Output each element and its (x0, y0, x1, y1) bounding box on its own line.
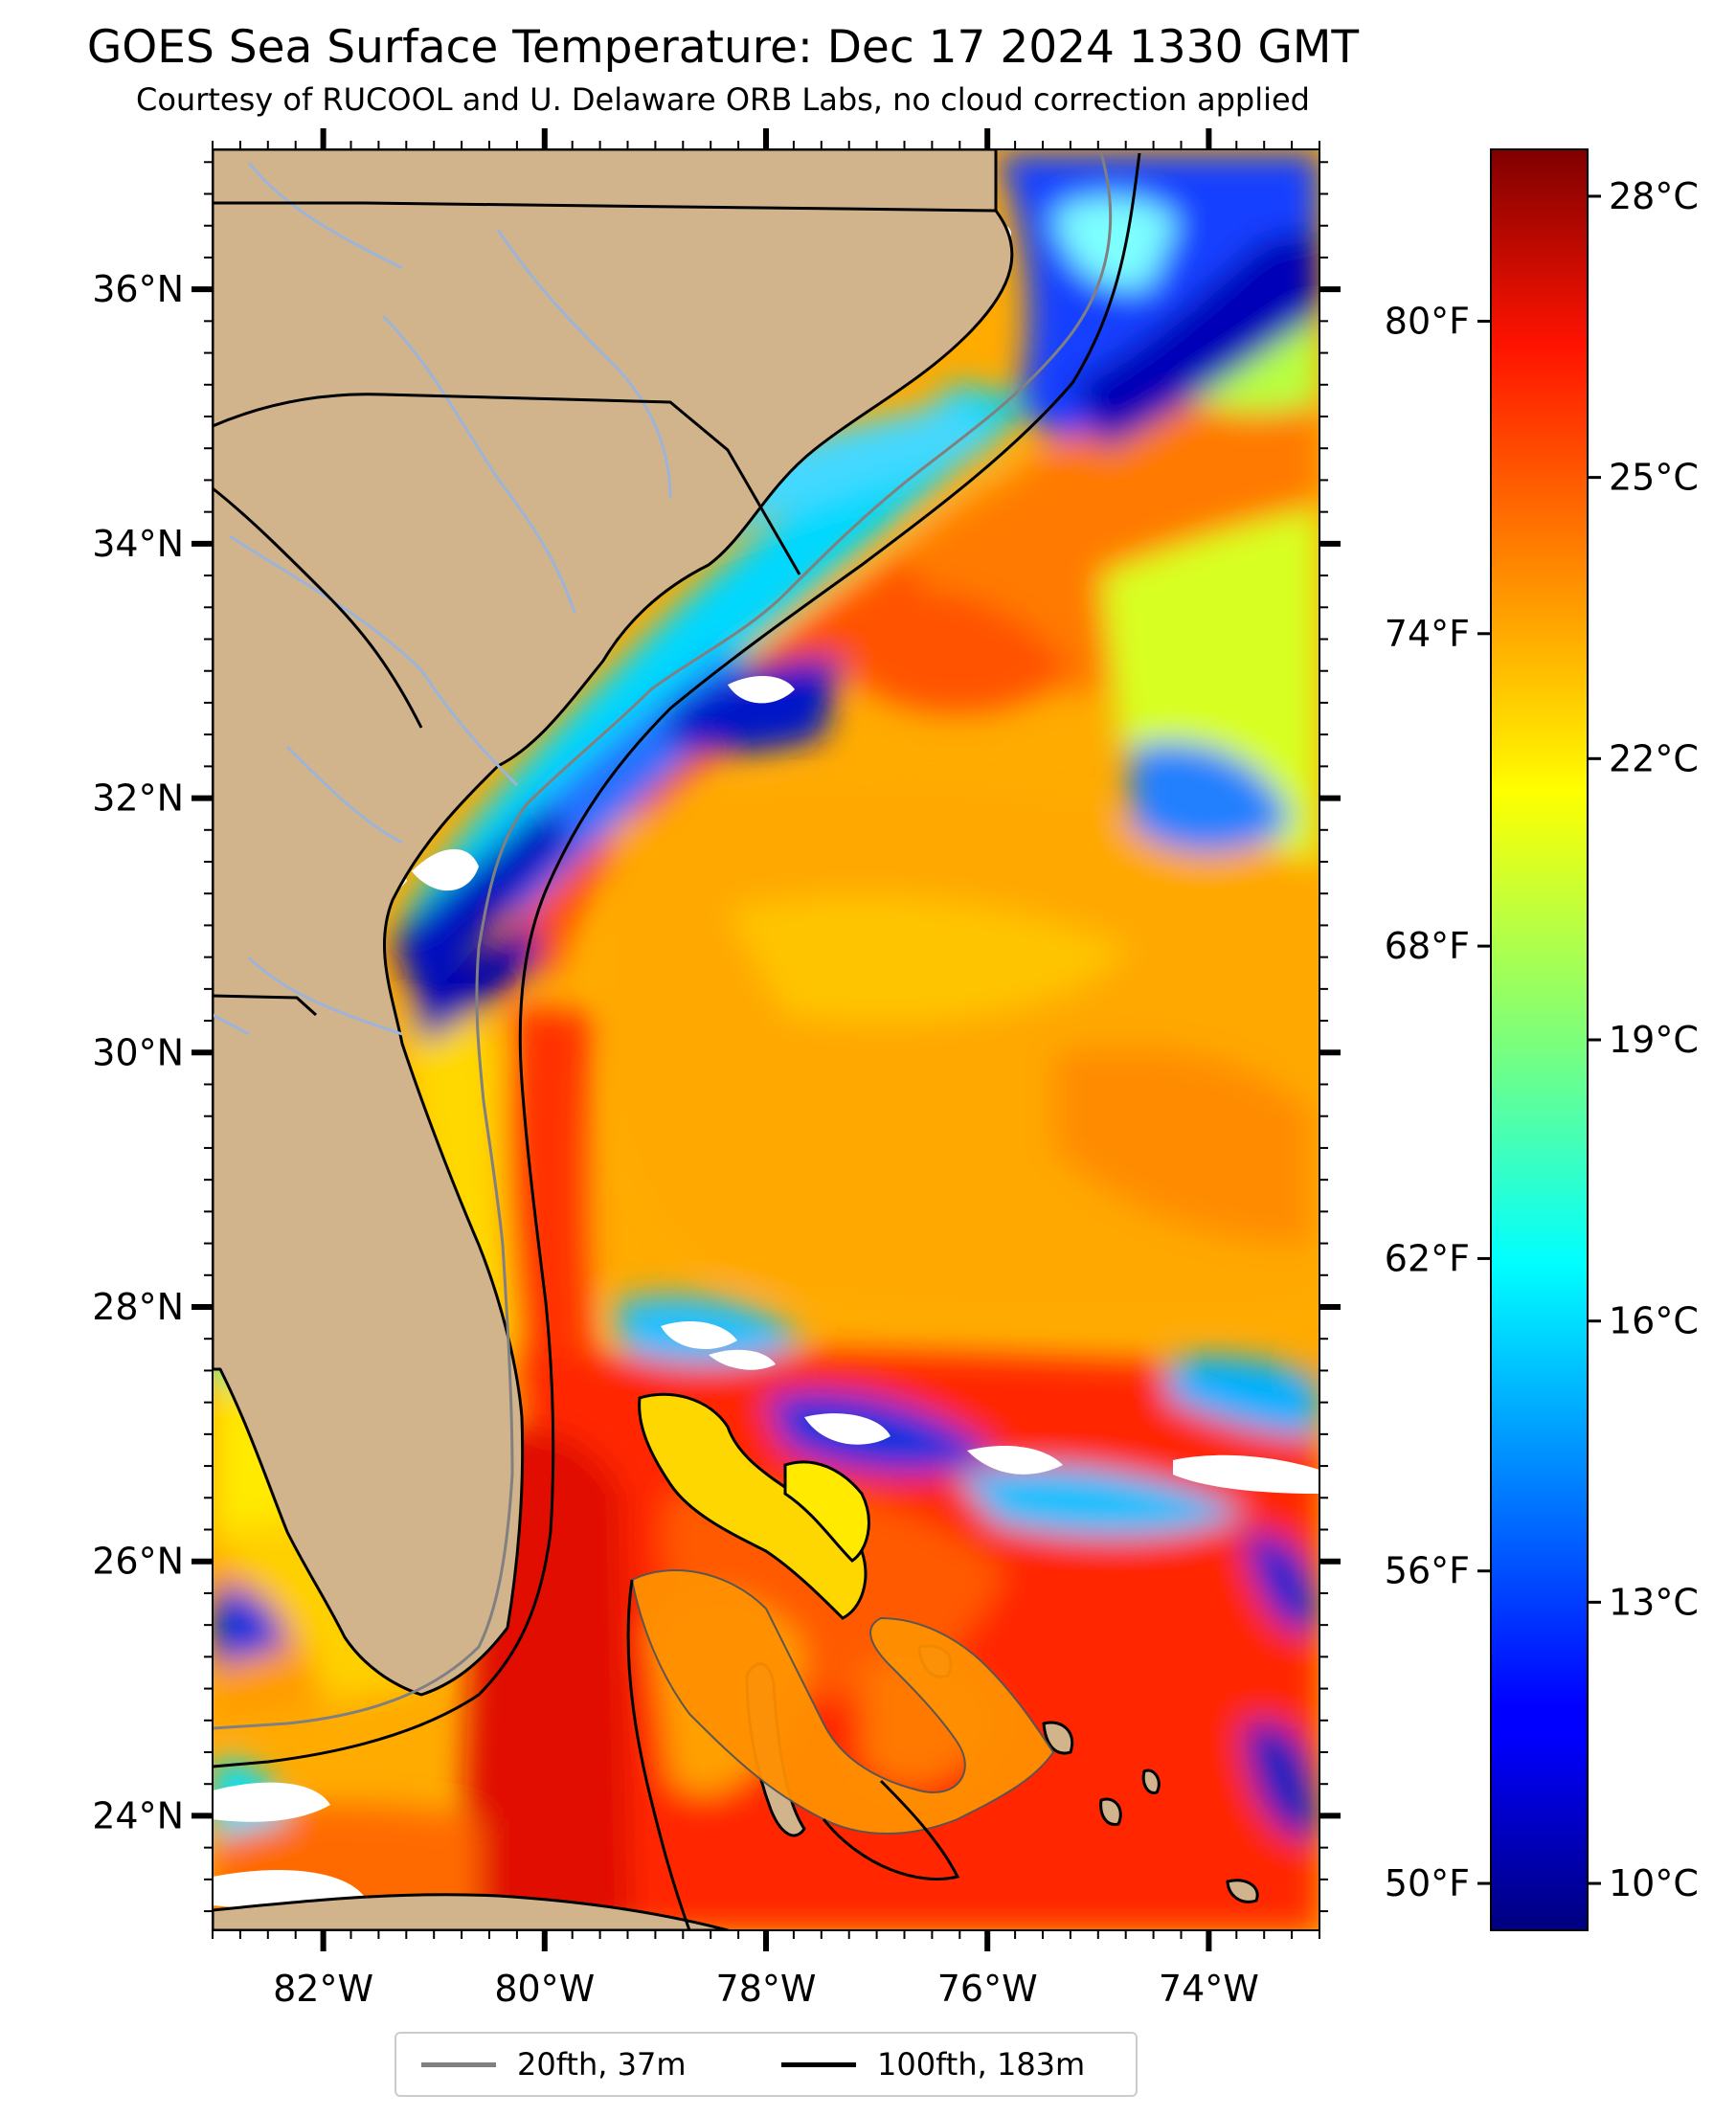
lon-tick-label: 74°W (1159, 1968, 1259, 2010)
lat-axis-right (1319, 161, 1341, 1913)
colorbar-fahrenheit-label: 50°F (1385, 1862, 1470, 1904)
colorbar-celsius-label: 22°C (1609, 737, 1699, 779)
legend-swatch-20fth (421, 2061, 496, 2067)
colorbar-celsius-label: 19°C (1609, 1019, 1699, 1061)
colorbar-celsius-axis: 28°C 25°C 22°C 19°C 16°C 13°C 10°C (1588, 175, 1699, 1904)
colorbar-gradient (1491, 149, 1588, 1930)
isobath-bahamas-east (822, 1779, 960, 1881)
colorbar-fahrenheit-label: 62°F (1385, 1237, 1470, 1279)
rivers (213, 162, 672, 1036)
lat-tick-label: 26°N (92, 1541, 184, 1583)
colorbar-celsius-label: 16°C (1609, 1300, 1699, 1342)
lat-tick-label: 36°N (92, 268, 184, 310)
lon-axis-top (212, 128, 1320, 149)
colorbar-fahrenheit-label: 56°F (1385, 1550, 1470, 1592)
map-title: GOES Sea Surface Temperature: Dec 17 202… (86, 21, 1360, 74)
legend-entry-100fth: 100fth, 183m (781, 2034, 1085, 2095)
sst-map (213, 149, 1319, 1930)
map-subtitle: Courtesy of RUCOOL and U. Delaware ORB L… (136, 81, 1310, 118)
colorbar-celsius-label: 28°C (1609, 175, 1699, 217)
colorbar-fahrenheit-label: 74°F (1385, 613, 1470, 655)
lat-tick-label: 30°N (92, 1031, 184, 1073)
colorbar-celsius-label: 13°C (1609, 1581, 1699, 1623)
legend-entry-20fth: 20fth, 37m (421, 2034, 686, 2095)
lat-tick-label: 24°N (92, 1794, 184, 1836)
isobath-legend: 20fth, 37m 100fth, 183m (395, 2032, 1138, 2097)
lon-tick-label: 76°W (937, 1968, 1038, 2010)
isobath-20fth (213, 152, 1113, 1730)
lat-axis-left: 36°N 34°N 32°N 30°N 28°N 26°N 24°N (92, 161, 213, 1913)
legend-swatch-100fth (781, 2061, 856, 2067)
legend-label-100fth: 100fth, 183m (877, 2046, 1086, 2083)
lat-tick-label: 28°N (92, 1286, 184, 1328)
state-borders (213, 201, 997, 1017)
legend-label-20fth: 20fth, 37m (517, 2046, 687, 2083)
colorbar-fahrenheit-label: 80°F (1385, 300, 1470, 342)
lon-tick-label: 82°W (273, 1968, 373, 2010)
colorbar: 28°C 25°C 22°C 19°C 16°C 13°C 10°C 80°F 74°F 68°… (1385, 148, 1699, 1931)
isobath-100fth (213, 152, 1141, 1768)
lon-tick-label: 78°W (716, 1968, 817, 2010)
lat-tick-label: 32°N (92, 777, 184, 820)
colorbar-celsius-label: 25°C (1609, 457, 1699, 499)
lon-tick-label: 80°W (494, 1968, 595, 2010)
colorbar-fahrenheit-axis: 80°F 74°F 68°F 62°F 56°F 50°F (1385, 300, 1491, 1904)
colorbar-celsius-label: 10°C (1609, 1862, 1699, 1904)
isobath-bahamas (626, 1579, 691, 1930)
lat-tick-label: 34°N (92, 523, 184, 565)
colorbar-fahrenheit-label: 68°F (1385, 925, 1470, 967)
bahamas-banks (630, 1392, 1055, 1835)
lon-axis-bottom: 82°W 80°W 78°W 76°W 74°W (212, 1930, 1320, 2010)
